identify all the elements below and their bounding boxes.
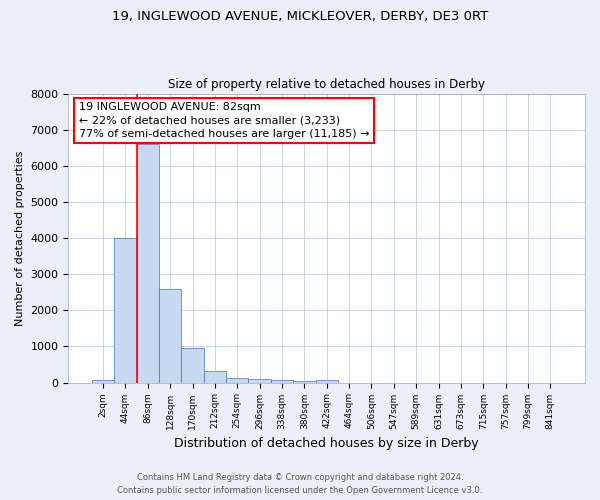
Bar bbox=[226, 378, 248, 382]
Bar bbox=[271, 380, 293, 382]
Text: 19 INGLEWOOD AVENUE: 82sqm
← 22% of detached houses are smaller (3,233)
77% of s: 19 INGLEWOOD AVENUE: 82sqm ← 22% of deta… bbox=[79, 102, 369, 139]
Bar bbox=[137, 144, 159, 382]
Title: Size of property relative to detached houses in Derby: Size of property relative to detached ho… bbox=[168, 78, 485, 91]
Y-axis label: Number of detached properties: Number of detached properties bbox=[15, 150, 25, 326]
X-axis label: Distribution of detached houses by size in Derby: Distribution of detached houses by size … bbox=[175, 437, 479, 450]
Bar bbox=[181, 348, 204, 382]
Bar bbox=[316, 380, 338, 382]
Text: Contains HM Land Registry data © Crown copyright and database right 2024.
Contai: Contains HM Land Registry data © Crown c… bbox=[118, 474, 482, 495]
Bar bbox=[248, 378, 271, 382]
Text: 19, INGLEWOOD AVENUE, MICKLEOVER, DERBY, DE3 0RT: 19, INGLEWOOD AVENUE, MICKLEOVER, DERBY,… bbox=[112, 10, 488, 23]
Bar bbox=[92, 380, 114, 382]
Bar bbox=[204, 371, 226, 382]
Bar bbox=[114, 238, 137, 382]
Bar bbox=[159, 288, 181, 382]
